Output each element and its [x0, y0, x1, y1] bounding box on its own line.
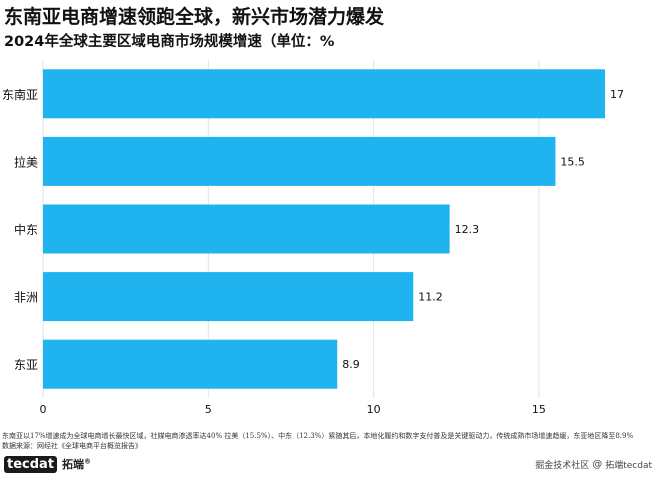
note-summary: 东南亚以17%增速成为全球电商增长最快区域，社媒电商渗透率达40% 拉美（15.…: [2, 432, 634, 440]
watermark-prefix: 掘金技术社区: [535, 461, 590, 471]
y-category-label: 拉美: [14, 154, 38, 169]
bar: [43, 69, 606, 119]
footer-watermark: 掘金技术社区 @ 拓端tecdat: [535, 458, 652, 471]
x-tick-label: 0: [40, 403, 47, 416]
bar-value-label: 17: [610, 88, 624, 101]
registered-mark: ®: [84, 457, 92, 466]
bar: [43, 272, 414, 322]
chart-subtitle: 2024年全球主要区域电商市场规模增速（单位：%: [4, 34, 335, 50]
brand-name: 拓端®: [62, 456, 91, 472]
x-tick-label: 5: [205, 403, 212, 416]
bar-value-label: 8.9: [342, 358, 360, 371]
x-tick-label: 10: [367, 403, 381, 416]
footer-brand: tecdat 拓端®: [4, 455, 91, 473]
at-icon: @: [592, 459, 603, 470]
y-category-label: 非洲: [14, 291, 38, 305]
bar-value-label: 15.5: [560, 155, 585, 168]
bar-value-label: 11.2: [418, 291, 443, 304]
y-category-label: 中东: [14, 222, 38, 237]
chart-title: 东南亚电商增速领跑全球，新兴市场潜力爆发: [4, 6, 385, 28]
y-category-label: 东亚: [14, 358, 38, 372]
bar: [43, 136, 556, 186]
chart-note: 东南亚以17%增速成为全球电商增长最快区域，社媒电商渗透率达40% 拉美（15.…: [2, 431, 658, 451]
x-tick-label: 15: [532, 403, 546, 416]
note-source: 数据来源：网经社《全球电商平台概览报告》: [2, 442, 142, 450]
bar-value-label: 12.3: [455, 223, 480, 236]
brand-name-text: 拓端: [62, 458, 85, 471]
y-category-label: 东南亚: [2, 87, 38, 102]
watermark-brand: 拓端tecdat: [605, 461, 652, 471]
bar: [43, 204, 450, 254]
bar: [43, 339, 338, 389]
tecdat-logo: tecdat: [4, 455, 58, 473]
